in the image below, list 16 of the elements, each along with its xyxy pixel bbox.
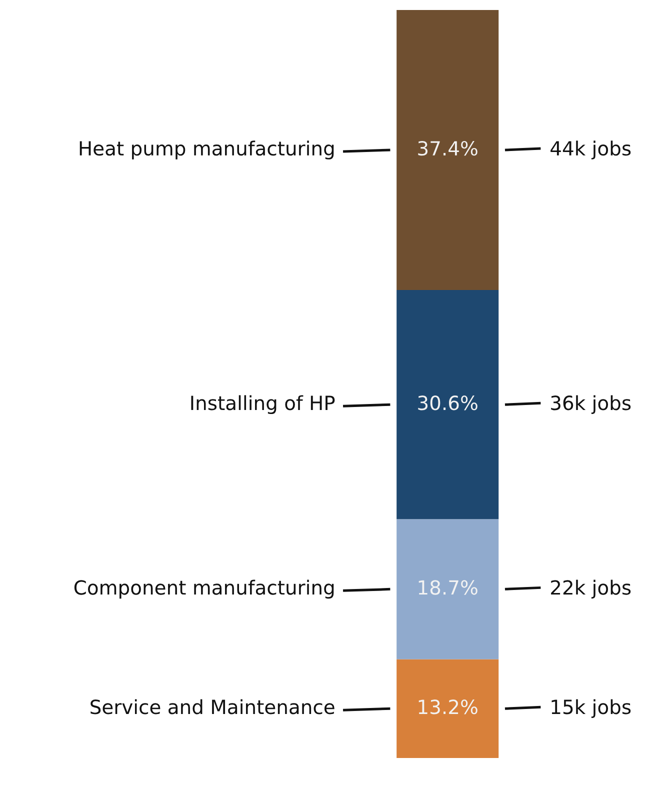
text: 22k jobs	[551, 580, 631, 599]
data-label: 13.2%	[418, 700, 478, 714]
text: 44k jobs	[550, 140, 631, 160]
bar	[396, 659, 499, 758]
text: 15k jobs	[552, 699, 631, 718]
bar	[396, 519, 499, 660]
text: Component manufacturing	[74, 580, 334, 599]
text: Heat pump manufacturing	[80, 140, 334, 160]
text: Installing of HP	[191, 395, 335, 414]
text: 36k jobs	[551, 395, 631, 414]
bar	[396, 10, 499, 290]
bar	[396, 290, 499, 520]
data-label: 18.7%	[418, 580, 478, 595]
data-label: 37.4%	[418, 140, 478, 156]
text: Service and Maintenance	[90, 699, 334, 714]
data-label: 30.6%	[418, 396, 478, 410]
